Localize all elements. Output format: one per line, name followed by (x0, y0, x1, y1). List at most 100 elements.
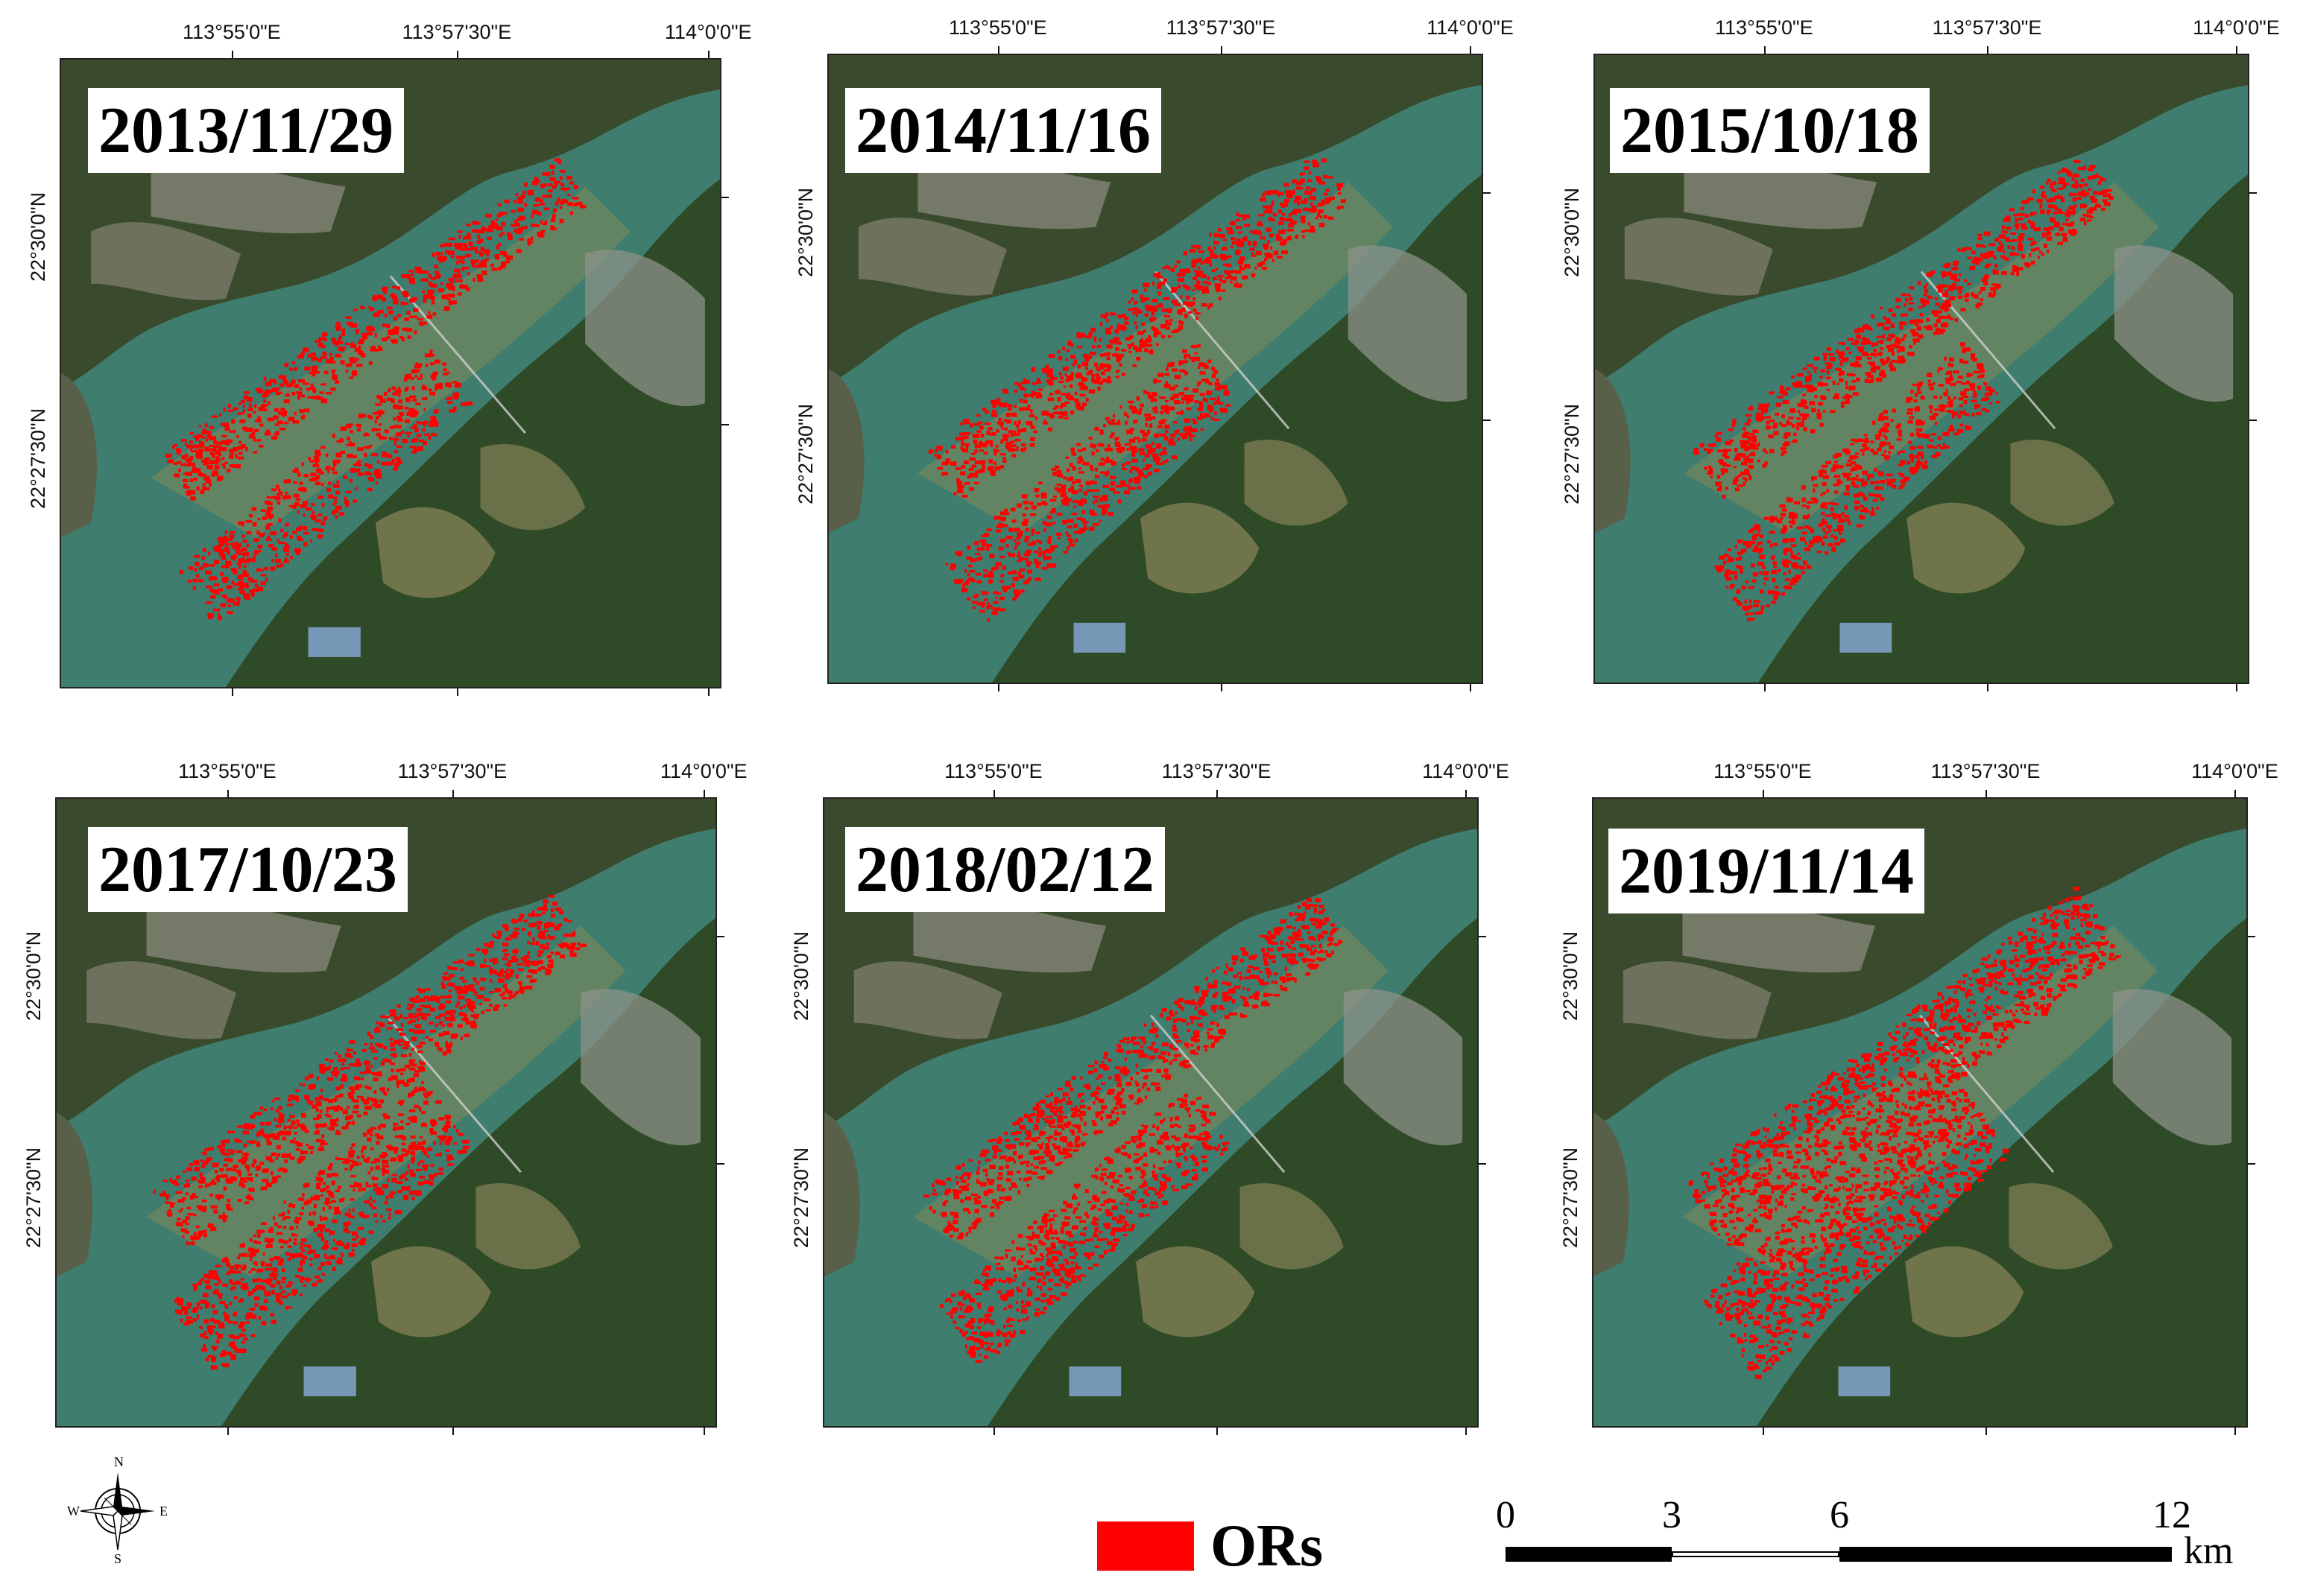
oyster-raft-mark (324, 1058, 329, 1061)
oyster-raft-mark (338, 341, 344, 344)
oyster-raft-mark (561, 198, 566, 202)
oyster-raft-mark (1171, 330, 1178, 334)
oyster-raft-mark (1160, 324, 1167, 329)
oyster-raft-mark (2053, 204, 2057, 209)
oyster-raft-mark (1817, 381, 1824, 387)
oyster-raft-mark (1263, 244, 1269, 247)
oyster-raft-mark (434, 409, 439, 413)
oyster-raft-mark (1910, 390, 1914, 393)
oyster-raft-mark (390, 1053, 397, 1057)
oyster-raft-mark (1841, 404, 1845, 408)
oyster-raft-mark (1059, 405, 1063, 409)
oyster-raft-mark (1266, 227, 1271, 232)
oyster-raft-mark (464, 245, 468, 248)
oyster-raft-mark (1280, 202, 1283, 206)
oyster-raft-mark (418, 990, 423, 994)
oyster-raft-mark (1061, 393, 1067, 396)
oyster-raft-mark (183, 1171, 186, 1174)
oyster-raft-mark (189, 462, 196, 466)
oyster-raft-mark (1209, 263, 1213, 267)
oyster-raft-mark (338, 1059, 341, 1062)
oyster-raft-mark (364, 1106, 370, 1110)
oyster-raft-mark (965, 580, 970, 583)
oyster-raft-mark (1321, 199, 1325, 203)
oyster-raft-mark (1162, 396, 1166, 399)
oyster-raft-mark (1173, 303, 1178, 306)
oyster-raft-mark (1161, 308, 1167, 312)
oyster-raft-mark (1195, 312, 1201, 315)
oyster-raft-mark (1816, 535, 1819, 539)
oyster-raft-mark (166, 1211, 170, 1215)
oyster-raft-mark (1862, 470, 1868, 475)
oyster-raft-mark (530, 960, 537, 966)
oyster-raft-mark (1065, 358, 1069, 361)
oyster-raft-mark (345, 1124, 349, 1127)
oyster-raft-mark (1953, 432, 1959, 436)
oyster-raft-mark (1271, 218, 1275, 222)
oyster-raft-mark (302, 347, 309, 352)
oyster-raft-mark (1049, 414, 1053, 419)
oyster-raft-mark (2086, 210, 2094, 214)
oyster-raft-mark (1082, 521, 1089, 524)
oyster-raft-mark (326, 1109, 329, 1112)
oyster-raft-mark (1822, 475, 1829, 479)
oyster-raft-mark (1052, 407, 1057, 410)
oyster-raft-mark (200, 1159, 203, 1162)
oyster-raft-mark (217, 459, 221, 463)
oyster-raft-mark (1072, 481, 1075, 485)
oyster-raft-mark (236, 550, 239, 554)
oyster-raft-mark (244, 1123, 250, 1127)
longitude-label: 113°55'0"E (178, 760, 277, 782)
oyster-raft-mark (300, 1083, 303, 1086)
oyster-raft-mark (1838, 355, 1843, 359)
oyster-raft-mark (1114, 329, 1119, 334)
oyster-raft-mark (211, 415, 218, 418)
oyster-raft-mark (2057, 171, 2061, 174)
oyster-raft-mark (1005, 446, 1011, 449)
oyster-raft-mark (964, 443, 970, 446)
oyster-raft-mark (1199, 413, 1204, 417)
oyster-raft-mark (211, 564, 215, 567)
oyster-raft-mark (1799, 413, 1805, 417)
oyster-raft-mark (1017, 532, 1022, 537)
oyster-raft-mark (412, 279, 415, 285)
oyster-raft-mark (1178, 284, 1181, 289)
oyster-raft-mark (1311, 206, 1317, 209)
oyster-raft-mark (2070, 231, 2076, 236)
oyster-raft-mark (2046, 236, 2053, 241)
oyster-raft-mark (193, 477, 198, 481)
oyster-raft-mark (238, 402, 241, 405)
oyster-raft-mark (410, 426, 416, 429)
oyster-raft-mark (1093, 495, 1099, 498)
oyster-raft-mark (1160, 419, 1167, 422)
oyster-raft-mark (398, 393, 401, 397)
oyster-raft-mark (1756, 412, 1760, 416)
oyster-raft-mark (408, 1060, 414, 1065)
oyster-raft-mark (1753, 525, 1760, 528)
oyster-raft-mark (540, 186, 545, 189)
oyster-raft-mark (247, 408, 253, 411)
oyster-raft-mark (1748, 475, 1752, 480)
oyster-raft-mark (203, 1229, 207, 1233)
oyster-raft-mark (328, 1099, 334, 1103)
oyster-raft-mark (271, 547, 275, 551)
oyster-raft-mark (956, 551, 963, 555)
oyster-raft-mark (458, 235, 461, 239)
oyster-raft-mark (434, 265, 438, 269)
oyster-raft-mark (1788, 520, 1793, 524)
oyster-raft-mark (2065, 209, 2070, 213)
oyster-raft-mark (265, 381, 272, 387)
oyster-raft-mark (535, 941, 540, 946)
oyster-raft-mark (1302, 235, 1305, 238)
oyster-raft-mark (982, 464, 985, 469)
oyster-raft-mark (1114, 352, 1119, 357)
oyster-raft-mark (1242, 275, 1248, 279)
oyster-raft-mark (1839, 538, 1845, 543)
oyster-raft-mark (467, 232, 471, 238)
oyster-raft-mark (1031, 532, 1034, 536)
oyster-raft-mark (274, 423, 279, 426)
oyster-raft-mark (1099, 365, 1105, 370)
oyster-raft-mark (964, 569, 967, 573)
oyster-raft-mark (547, 183, 552, 187)
oyster-raft-mark (307, 354, 313, 358)
